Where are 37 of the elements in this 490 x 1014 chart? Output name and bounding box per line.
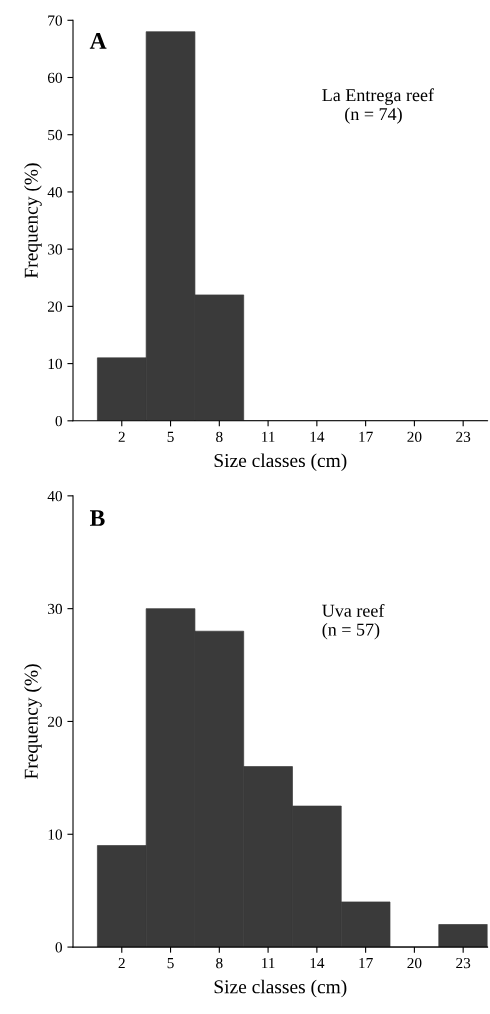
- x-tick-label: 23: [456, 431, 471, 442]
- y-tick-label: 40: [47, 187, 63, 198]
- x-tick-label: 14: [310, 431, 325, 442]
- y-tick-label: 70: [48, 15, 63, 26]
- y-tick-label: 30: [48, 244, 63, 255]
- y-tick-label: 20: [47, 716, 63, 727]
- y-axis-title: Frequency (%): [24, 163, 42, 279]
- annotation: A: [89, 33, 107, 49]
- y-tick-label: 60: [47, 72, 63, 83]
- x-tick-label: 5: [167, 431, 174, 442]
- x-tick-label: 17: [359, 431, 373, 442]
- y-tick-label: 20: [47, 301, 63, 312]
- x-tick-label: 20: [407, 431, 422, 442]
- x-tick-label: 2: [118, 431, 125, 442]
- x-tick-label: 8: [216, 431, 223, 442]
- y-tick-label: 50: [48, 129, 63, 141]
- y-axis-title: Frequency (%): [24, 664, 42, 779]
- annotation: La Entrega reef (n = 74): [322, 88, 434, 124]
- x-tick-label: 17: [359, 958, 373, 969]
- x-tick-label: 20: [407, 957, 422, 969]
- x-tick-label: 8: [216, 957, 223, 969]
- annotation: B: [89, 510, 105, 526]
- y-tick-label: 0: [55, 415, 63, 427]
- x-tick-label: 23: [456, 957, 471, 969]
- y-tick-label: 30: [48, 603, 63, 615]
- annotation: Uva reef (n = 57): [322, 603, 385, 640]
- x-tick-label: 14: [310, 958, 325, 969]
- x-tick-label: 11: [262, 958, 275, 969]
- x-tick-label: 5: [167, 958, 174, 969]
- y-tick-label: 0: [55, 942, 63, 953]
- x-axis-title: Size classes (cm): [214, 979, 347, 998]
- y-tick-label: 40: [47, 490, 63, 502]
- x-tick-label: 11: [262, 431, 275, 442]
- x-tick-label: 2: [118, 957, 125, 969]
- x-axis-title: Size classes (cm): [214, 453, 347, 472]
- y-tick-label: 10: [48, 829, 63, 840]
- y-tick-label: 10: [48, 358, 63, 370]
